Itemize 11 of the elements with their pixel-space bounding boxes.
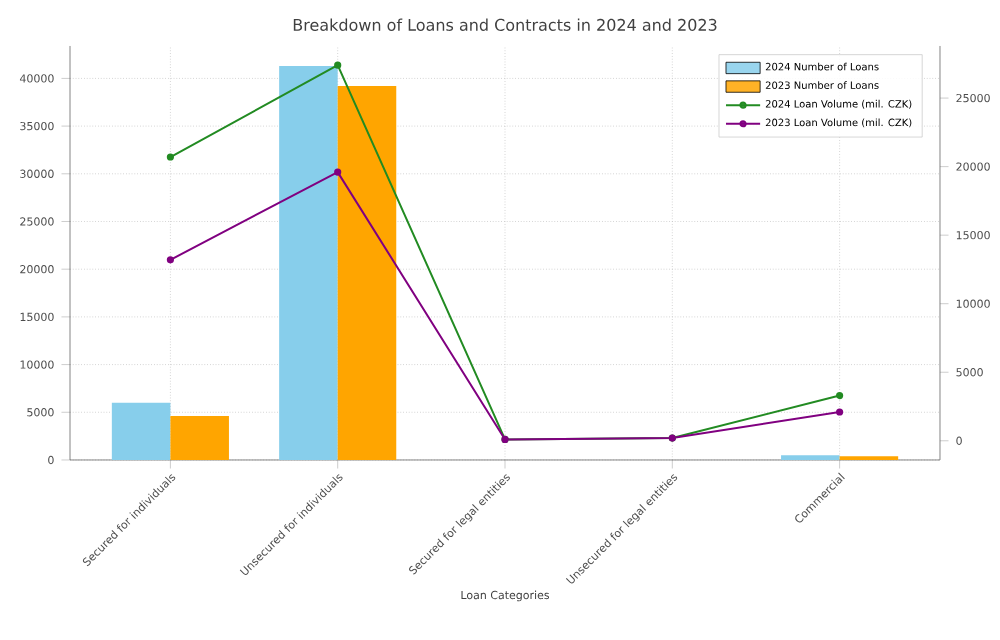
bar xyxy=(170,416,229,460)
point xyxy=(836,391,844,400)
chart-title: Breakdown of Loans and Contracts in 2024 and 2023 xyxy=(293,18,717,31)
point xyxy=(166,153,174,161)
bar xyxy=(279,66,338,460)
bar xyxy=(337,86,397,460)
point xyxy=(334,61,342,69)
point xyxy=(334,168,342,176)
point xyxy=(166,256,174,264)
point xyxy=(836,408,844,416)
bar xyxy=(111,402,171,460)
